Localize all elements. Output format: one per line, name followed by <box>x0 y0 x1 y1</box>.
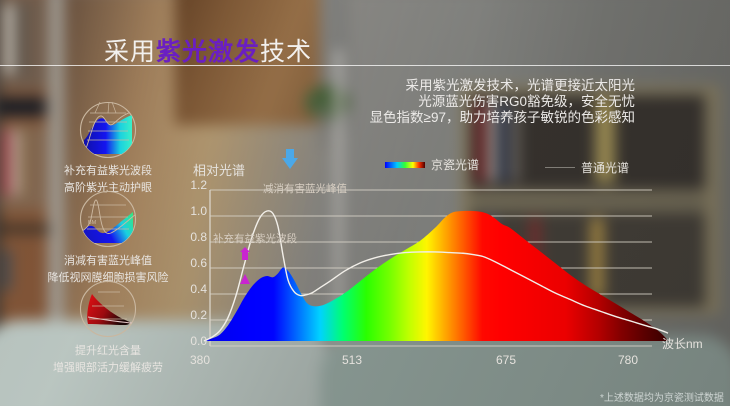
svg-text:BM: BM <box>88 220 97 226</box>
